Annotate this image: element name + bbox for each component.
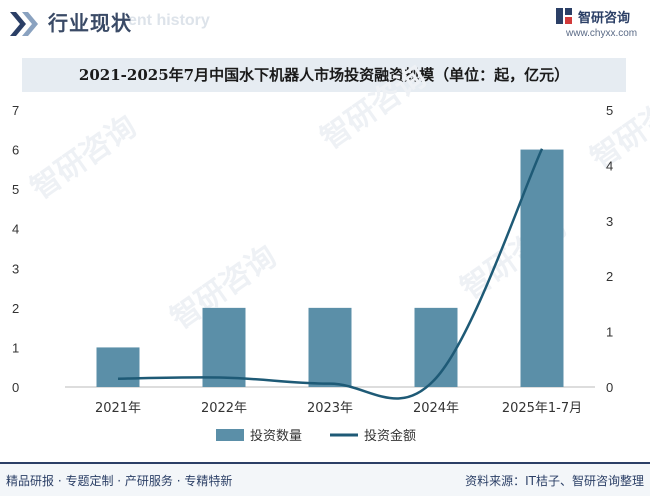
left-axis-tick-label: 7	[12, 103, 19, 118]
brand-logo-icon	[556, 8, 572, 24]
footer-tagline: 精品研报 · 专题定制 · 产研服务 · 专精特新	[6, 474, 233, 488]
section-title: 行业现状	[48, 11, 132, 35]
right-axis-tick-label: 0	[606, 380, 613, 395]
right-axis-tick-label: 5	[606, 103, 613, 118]
watermark-text: 智研咨询	[585, 79, 650, 176]
right-axis-tick-label: 3	[606, 214, 613, 229]
x-axis-tick-label: 2024年	[413, 401, 459, 416]
left-axis-tick-label: 1	[12, 340, 19, 355]
legend: 投资数量 投资金额	[216, 428, 416, 444]
x-axis-tick-label: 2023年	[307, 401, 353, 416]
right-axis-ticks: 0 1 2 3 4 5	[606, 103, 613, 395]
bar-2	[202, 307, 246, 387]
left-axis-ticks: 0 1 2 3 4 5 6 7	[12, 103, 19, 395]
brand-url: www.chyxx.com	[566, 28, 638, 39]
x-axis-tick-label: 2025年1-7月	[502, 401, 582, 416]
bars-layer	[96, 149, 564, 387]
source-note: 资料来源：IT桔子、智研咨询整理	[465, 474, 644, 488]
footer: 精品研报 · 专题定制 · 产研服务 · 专精特新 资料来源：IT桔子、智研咨询…	[0, 462, 650, 496]
left-axis-tick-label: 2	[12, 301, 19, 316]
left-axis-tick-label: 3	[12, 261, 19, 276]
chart-title-bar: 2021-2025年7月中国水下机器人市场投资融资规模（单位：起，亿元）	[22, 58, 626, 92]
brand-name: 智研咨询	[578, 11, 631, 26]
bar-3	[308, 307, 352, 387]
legend-label-bar: 投资数量	[250, 428, 302, 444]
legend-label-line: 投资金额	[364, 428, 416, 444]
watermark-text: 智研咨询	[315, 59, 433, 156]
watermark-text: 智研咨询	[25, 109, 143, 206]
legend-swatch-bar	[216, 429, 244, 441]
right-axis-tick-label: 1	[606, 325, 613, 340]
x-axis-tick-label: 2022年	[201, 401, 247, 416]
left-axis-tick-label: 5	[12, 182, 19, 197]
left-axis-tick-label: 0	[12, 380, 19, 395]
header-ghost-text: ent history	[128, 12, 210, 29]
chart-title: 2021-2025年7月中国水下机器人市场投资融资规模（单位：起，亿元）	[78, 66, 570, 84]
bar-5	[520, 149, 564, 387]
bar-4	[414, 307, 458, 387]
right-axis-tick-label: 4	[606, 158, 613, 173]
x-axis-labels: 2021年 2022年 2023年 2024年 2025年1-7月	[95, 401, 582, 416]
right-axis-tick-label: 2	[606, 269, 613, 284]
series-line-amount	[117, 148, 544, 400]
left-axis-tick-label: 6	[12, 143, 19, 158]
double-chevron-icon	[10, 12, 38, 36]
x-axis-tick-label: 2021年	[95, 401, 141, 416]
left-axis-tick-label: 4	[12, 222, 19, 237]
bar-1	[96, 347, 140, 387]
header: ent history 行业现状 智研咨询 www.chyxx.com	[0, 0, 650, 48]
